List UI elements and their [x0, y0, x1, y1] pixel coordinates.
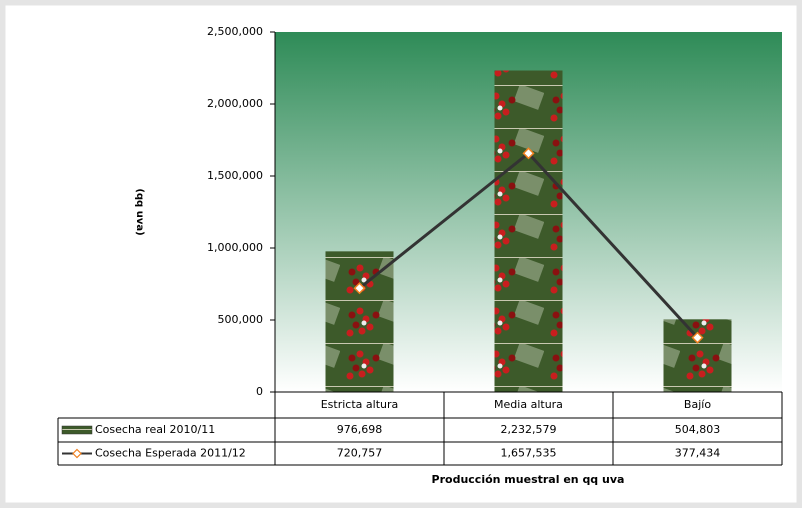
table-value: 720,757	[337, 447, 383, 460]
x-tick-label: Estricta altura	[321, 398, 399, 411]
y-tick-label: 0	[256, 385, 263, 398]
y-tick-label: 1,000,000	[207, 241, 263, 254]
bar	[325, 251, 394, 392]
legend-swatch	[61, 425, 93, 435]
marker	[691, 331, 704, 344]
bar	[494, 70, 563, 393]
marker	[353, 282, 366, 295]
legend-label: Cosecha real 2010/11	[95, 423, 215, 436]
y-axis-title: (qq uva)	[134, 188, 145, 235]
table-value: 976,698	[337, 423, 383, 436]
table-value: 2,232,579	[501, 423, 557, 436]
x-tick-label: Media altura	[494, 398, 563, 411]
table-value: 504,803	[675, 423, 721, 436]
y-tick-label: 500,000	[218, 313, 264, 326]
legend-label: Cosecha Esperada 2011/12	[95, 447, 246, 460]
x-axis-title: Producción muestral en qq uva	[432, 473, 625, 486]
table-value: 377,434	[675, 447, 721, 460]
bar	[663, 319, 732, 392]
y-tick-label: 1,500,000	[207, 169, 263, 182]
legend-marker	[72, 448, 82, 459]
x-tick-label: Bajío	[684, 398, 711, 411]
y-tick-label: 2,000,000	[207, 97, 263, 110]
table-value: 1,657,535	[501, 447, 557, 460]
y-tick-label: 2,500,000	[207, 25, 263, 38]
marker	[522, 147, 535, 160]
